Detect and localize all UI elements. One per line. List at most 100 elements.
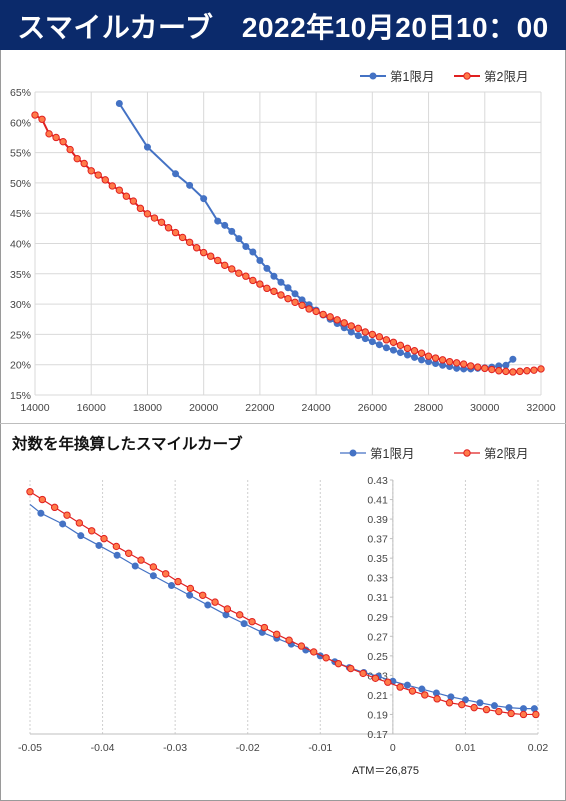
data-point-series-2 [481, 364, 489, 373]
x-tick-label: -0.04 [91, 742, 115, 754]
data-point-series-2 [150, 214, 159, 222]
y-tick-label: 0.29 [367, 612, 388, 624]
data-point-series-2 [122, 192, 131, 200]
smile-curve-chart: 15% 20% 25% 30% 35% 40% 45% 50% 55% 60% 65% 14000 16… [10, 70, 556, 414]
data-point-series-2 [474, 363, 482, 371]
x-tick-label: -0.01 [308, 742, 332, 754]
data-point-series-2 [532, 710, 540, 719]
data-point-series-2 [507, 709, 515, 718]
data-point-series-2 [149, 563, 158, 571]
data-point-series-1 [519, 705, 527, 713]
data-point-series-2 [305, 305, 313, 313]
data-point-series-2 [368, 330, 377, 339]
data-point-series-2 [347, 322, 355, 330]
data-point-series-1 [461, 696, 469, 704]
data-point-series-2 [136, 204, 145, 213]
data-point-series-2 [236, 611, 244, 619]
data-point-series-2 [375, 333, 384, 341]
x-tick-label: 28000 [414, 402, 443, 414]
data-point-series-2 [408, 687, 417, 695]
data-point-series-2 [509, 368, 517, 376]
data-point-series-1 [291, 290, 299, 298]
data-point-series-2 [242, 272, 250, 280]
legend-label-2: 第2限月 [484, 447, 528, 461]
data-point-series-2 [285, 636, 293, 644]
chart2-title: 対数を年換算したスマイルカーブ [12, 436, 243, 453]
data-point-series-2 [519, 710, 528, 719]
data-point-series-2 [211, 598, 219, 606]
data-point-series-2 [100, 534, 108, 543]
data-point-series-2 [101, 176, 109, 184]
data-point-series-2 [495, 707, 503, 716]
x-tick-label: 0.01 [455, 742, 476, 754]
y-tick-label: 0.21 [367, 690, 388, 702]
x-tick-label: 0.02 [528, 742, 549, 754]
data-point-series-2 [186, 584, 195, 593]
data-point-series-2 [171, 228, 180, 237]
data-point-series-2 [112, 542, 121, 551]
data-point-series-2 [137, 556, 145, 564]
data-point-series-1 [432, 689, 440, 697]
data-point-series-2 [277, 291, 285, 299]
x-tick-label: 0 [390, 742, 396, 754]
y-tick-label: 0.35 [367, 553, 388, 565]
data-point-series-1 [263, 264, 271, 272]
data-point-series-2 [87, 527, 96, 535]
data-point-series-2 [340, 319, 348, 327]
data-point-series-2 [31, 111, 39, 119]
data-point-series-2 [495, 367, 503, 375]
data-point-series-1 [354, 332, 362, 340]
data-point-series-1 [361, 335, 369, 343]
data-point-series-2 [334, 659, 343, 668]
data-point-series-2 [157, 218, 166, 226]
data-point-series-2 [482, 705, 491, 714]
data-point-series-1 [200, 195, 208, 203]
data-point-series-1 [256, 256, 264, 264]
title-banner: スマイルカーブ 2022年10月20日10：00 [0, 0, 566, 50]
x-tick-label: 20000 [189, 402, 218, 414]
data-point-series-1 [77, 532, 85, 540]
data-point-series-2 [52, 133, 60, 142]
data-point-series-1 [168, 582, 176, 590]
x-tick-label: 32000 [526, 402, 555, 414]
data-point-series-1 [186, 591, 194, 599]
data-point-series-1 [249, 248, 257, 256]
data-point-series-2 [221, 261, 229, 270]
data-point-series-2 [467, 362, 475, 370]
data-point-series-2 [75, 519, 84, 527]
y-tick-label: 0.25 [367, 651, 388, 663]
data-point-series-2 [488, 365, 496, 374]
data-point-series-2 [322, 654, 330, 662]
data-point-series-2 [389, 338, 398, 346]
x-tick-label: -0.05 [18, 742, 42, 754]
data-point-series-2 [537, 365, 545, 373]
data-point-series-2 [530, 366, 538, 374]
data-point-series-1 [131, 562, 139, 570]
data-point-series-2 [333, 316, 341, 324]
data-point-series-1 [382, 344, 390, 352]
data-point-series-2 [319, 310, 327, 319]
data-point-series-1 [403, 681, 411, 689]
data-point-series-2 [38, 115, 46, 123]
data-point-series-2 [431, 354, 440, 362]
data-point-series-2 [45, 130, 53, 138]
data-point-series-2 [87, 167, 95, 175]
data-point-series-1 [530, 705, 538, 713]
series-line-2 [29, 491, 536, 716]
data-point-series-1 [113, 551, 121, 559]
y-tick-label: 0.33 [367, 573, 388, 585]
data-point-series-1 [149, 572, 157, 580]
x-tick-label: 22000 [245, 402, 274, 414]
data-point-series-1 [375, 341, 383, 349]
data-point-series-2 [249, 276, 257, 285]
data-point-series-1 [115, 100, 123, 108]
data-point-series-2 [115, 186, 124, 194]
data-point-series-2 [347, 664, 355, 673]
data-point-series-2 [361, 328, 370, 336]
y-tick-label: 0.37 [367, 534, 388, 546]
data-point-series-1 [240, 620, 248, 628]
data-point-series-2 [228, 265, 236, 273]
y-tick-label: 30% [10, 299, 31, 311]
data-point-series-1 [411, 353, 418, 361]
data-point-series-2 [38, 495, 47, 504]
